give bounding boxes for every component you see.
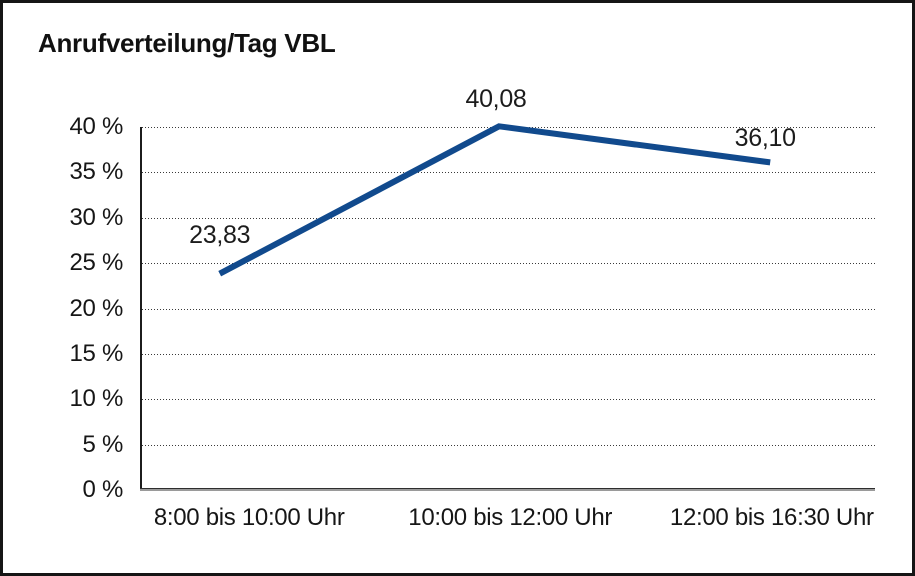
gridline bbox=[142, 172, 875, 174]
y-tick-label: 0 % bbox=[82, 476, 124, 503]
y-tick-label: 5 % bbox=[82, 430, 124, 458]
gridline bbox=[142, 399, 875, 401]
y-tick-label: 25 % bbox=[69, 249, 123, 277]
y-tick-label: 30 % bbox=[69, 203, 123, 231]
data-point-label: 40,08 bbox=[465, 85, 527, 114]
x-axis-line bbox=[140, 488, 875, 491]
data-point-label: 23,83 bbox=[189, 220, 251, 249]
x-tick-label: 12:00 bis 16:30 Uhr bbox=[669, 504, 874, 531]
chart-title: Anrufverteilung/Tag VBL bbox=[38, 28, 336, 58]
gridline bbox=[142, 353, 875, 355]
y-tick-label: 40 % bbox=[69, 113, 123, 140]
plot-area: 23,83 40,08 36,10 bbox=[140, 85, 875, 491]
data-point-label: 36,10 bbox=[734, 124, 796, 153]
x-tick-label: 10:00 bis 12:00 Uhr bbox=[408, 504, 613, 531]
gridline bbox=[142, 308, 875, 310]
x-tick-label: 8:00 bis 10:00 Uhr bbox=[153, 504, 345, 531]
y-tick-label: 10 % bbox=[69, 385, 123, 413]
y-tick-label: 35 % bbox=[69, 158, 123, 186]
gridline bbox=[142, 444, 875, 446]
y-tick-label: 20 % bbox=[69, 294, 123, 322]
y-tick-label: 15 % bbox=[69, 339, 123, 367]
gridline bbox=[142, 263, 875, 265]
gridline bbox=[142, 217, 875, 219]
series-line bbox=[218, 123, 771, 277]
line-series bbox=[218, 123, 771, 277]
